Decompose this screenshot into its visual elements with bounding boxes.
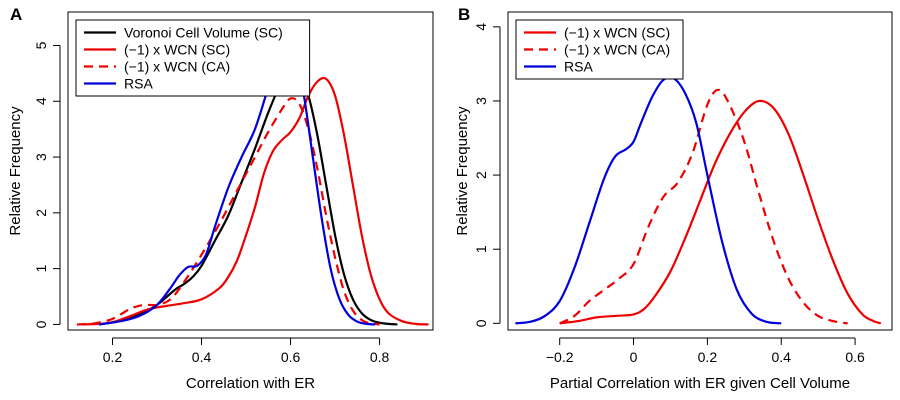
panel-label: B (458, 5, 470, 24)
plot-frame (507, 11, 893, 331)
x-tick-label: 0.2 (103, 349, 123, 365)
legend-label: (−1) x WCN (SC) (564, 25, 670, 41)
y-tick-label: 1 (473, 245, 489, 253)
x-tick-label: 0.6 (281, 349, 301, 365)
series-line-0 (98, 70, 398, 326)
y-axis: 0 1 2 3 4 (473, 23, 501, 327)
legend-label: (−1) x WCN (CA) (564, 42, 670, 58)
y-tick-label: 3 (473, 97, 489, 105)
series-line-0 (559, 99, 882, 325)
legend: Voronoi Cell Volume (SC)(−1) x WCN (SC)(… (75, 19, 311, 97)
x-axis: 0.2 0.4 0.6 0.8 (103, 337, 390, 365)
x-tick-label: 0.6 (845, 349, 865, 365)
series-line-1 (81, 76, 429, 326)
plot-frame (67, 11, 434, 331)
y-axis-title: Relative Frequency (454, 106, 471, 236)
y-tick-label: 1 (33, 265, 49, 273)
chart-panel-b: B −0.2 0 0.2 0.4 0.6 0 1 2 3 4 Partial Correlation … (454, 5, 893, 392)
series-line-2 (76, 97, 380, 326)
x-tick-label: 0.2 (698, 349, 718, 365)
y-tick-label: 3 (33, 153, 49, 161)
x-tick-label: −0.2 (546, 349, 574, 365)
legend-label: (−1) x WCN (CA) (124, 59, 230, 75)
y-tick-label: 0 (33, 320, 49, 328)
series-line-2 (515, 76, 782, 325)
y-tick-label: 2 (473, 171, 489, 179)
y-axis: 0 1 2 3 4 5 (33, 41, 61, 328)
series-lines (515, 76, 882, 325)
x-tick-label: 0 (630, 349, 638, 365)
y-axis-title: Relative Frequency (7, 106, 24, 236)
y-tick-label: 4 (33, 97, 49, 105)
x-axis-title: Correlation with ER (186, 375, 315, 392)
x-tick-label: 0.4 (192, 349, 212, 365)
x-tick-label: 0.4 (771, 349, 791, 365)
x-tick-label: 0.8 (370, 349, 390, 365)
y-tick-label: 5 (33, 41, 49, 49)
x-axis-title: Partial Correlation with ER given Cell V… (550, 375, 850, 392)
legend-label: Voronoi Cell Volume (SC) (124, 25, 283, 41)
x-axis: −0.2 0 0.2 0.4 0.6 (546, 337, 865, 365)
y-tick-label: 4 (473, 23, 489, 31)
y-tick-label: 2 (33, 209, 49, 217)
y-tick-label: 0 (473, 319, 489, 327)
legend: (−1) x WCN (SC)(−1) x WCN (CA)RSA (515, 19, 684, 80)
legend-label: (−1) x WCN (SC) (124, 42, 230, 58)
legend-label: RSA (564, 59, 593, 75)
series-line-3 (98, 42, 376, 326)
series-line-1 (559, 88, 848, 325)
chart-panel-a: A 0.2 0.4 0.6 0.8 0 1 2 3 4 5 Correlation with ER Re… (7, 5, 434, 392)
panel-label: A (10, 5, 22, 24)
legend-label: RSA (124, 76, 153, 92)
